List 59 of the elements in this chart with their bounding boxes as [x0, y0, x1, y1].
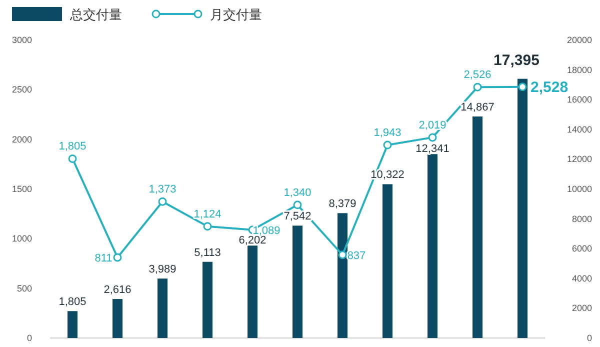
y-tick-label: 1000 — [12, 234, 32, 244]
point — [383, 140, 392, 150]
data-label: 5,113 — [194, 246, 221, 259]
bar — [428, 154, 438, 338]
bar — [158, 278, 168, 338]
y2-tick-label: 0 — [586, 333, 592, 343]
data-label: 837 — [347, 250, 366, 262]
point — [338, 250, 347, 260]
data-label: 17,395 — [494, 52, 540, 69]
bar — [112, 299, 122, 338]
y2-tick-label: 2000 — [572, 303, 592, 314]
y2-tick-label: 12000 — [566, 154, 592, 164]
data-label: 1,124 — [194, 208, 222, 220]
y2-tick-label: 8000 — [572, 214, 592, 224]
y2-tick-label: 14000 — [566, 124, 592, 134]
bar — [472, 116, 482, 338]
data-label: 1,340 — [284, 186, 312, 199]
point — [473, 82, 482, 92]
y-tick-label: 500 — [16, 283, 32, 294]
point — [428, 133, 437, 142]
bar — [202, 262, 212, 338]
data-label: 811 — [94, 252, 112, 264]
bar — [292, 226, 302, 338]
y-tick-label: 2000 — [12, 134, 32, 144]
y-tick-label: 0 — [26, 333, 32, 343]
data-label: 14,867 — [460, 101, 494, 114]
point — [203, 222, 212, 231]
data-label: 2,616 — [104, 284, 132, 296]
y2-tick-label: 20000 — [566, 35, 592, 45]
point — [113, 253, 122, 262]
y2-tick-label: 16000 — [566, 94, 592, 105]
data-label: 8,379 — [328, 198, 356, 210]
data-label: 1,805 — [58, 140, 86, 153]
bar — [248, 246, 258, 338]
point — [518, 82, 527, 92]
y-tick-label: 3000 — [12, 35, 32, 45]
point — [68, 154, 77, 163]
data-label: 2,526 — [464, 69, 492, 82]
data-label: 1,805 — [58, 296, 86, 308]
legend-label: 总交付量 — [69, 7, 122, 22]
data-label: 6,202 — [238, 234, 266, 247]
point — [158, 197, 167, 206]
y2-tick-label: 18000 — [566, 64, 592, 75]
bar — [518, 78, 528, 338]
data-label: 2,528 — [530, 78, 568, 96]
bar — [68, 311, 78, 338]
point — [293, 200, 302, 210]
y-tick-label: 2500 — [12, 84, 32, 95]
y2-tick-label: 6000 — [572, 244, 592, 254]
data-label: 1,943 — [374, 126, 402, 139]
data-label: 12,341 — [416, 143, 450, 156]
bar — [338, 213, 348, 338]
data-label: 3,989 — [148, 264, 176, 276]
y2-tick-label: 4000 — [572, 273, 592, 284]
y-tick-label: 1500 — [12, 184, 32, 194]
y2-tick-label: 10000 — [566, 184, 592, 194]
data-label: 1,373 — [148, 184, 176, 196]
bar — [382, 184, 392, 338]
legend-label: 月交付量 — [210, 7, 262, 22]
